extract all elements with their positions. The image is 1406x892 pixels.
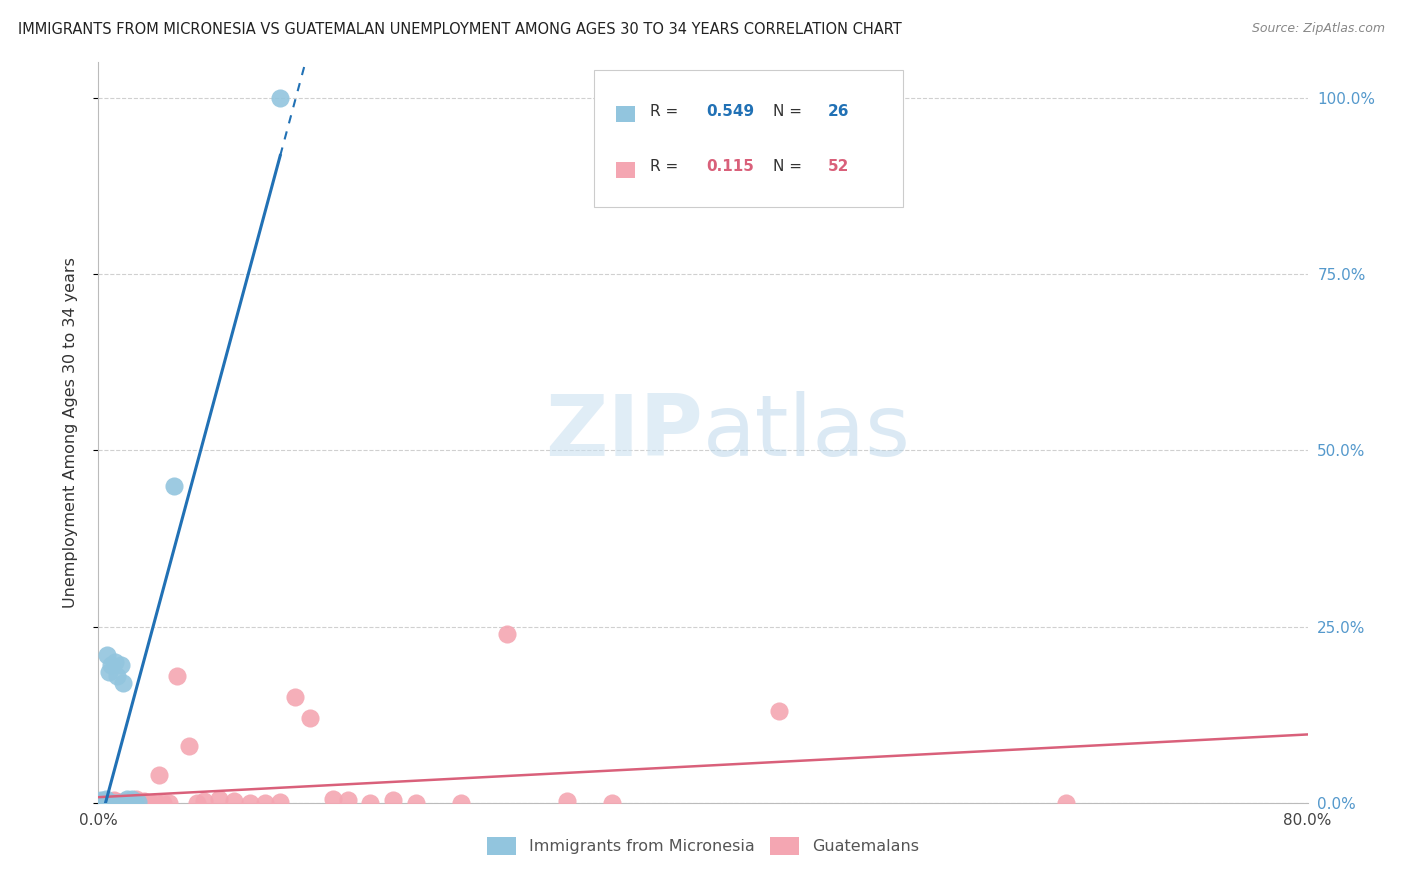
Point [93, 794, 115, 808]
Point [495, 626, 517, 640]
Point [114, 796, 136, 810]
Point [98, 796, 121, 810]
Point [101, 796, 124, 810]
Point [90, 794, 112, 808]
Point [125, 792, 148, 806]
Point [104, 655, 127, 669]
Point [224, 794, 246, 808]
Point [94, 791, 117, 805]
Point [382, 793, 405, 807]
Bar [616, 161, 634, 178]
Point [148, 767, 170, 781]
Point [768, 704, 790, 718]
Point [104, 793, 127, 807]
Point [91, 794, 114, 808]
Point [98, 665, 121, 680]
Point [94, 796, 117, 810]
Point [269, 795, 291, 809]
Point [120, 795, 142, 809]
Text: IMMIGRANTS FROM MICRONESIA VS GUATEMALAN UNEMPLOYMENT AMONG AGES 30 TO 34 YEARS : IMMIGRANTS FROM MICRONESIA VS GUATEMALAN… [18, 22, 903, 37]
Point [186, 796, 208, 810]
Text: 0.549: 0.549 [707, 103, 755, 119]
Point [269, 91, 291, 105]
Point [89, 796, 111, 810]
Point [336, 793, 359, 807]
Point [89, 796, 111, 810]
Point [127, 796, 149, 810]
Point [179, 739, 201, 754]
Point [284, 690, 307, 704]
Point [96, 796, 118, 810]
Point [108, 796, 131, 810]
Text: R =: R = [650, 160, 688, 174]
Point [108, 796, 131, 810]
Text: N =: N = [773, 103, 807, 119]
Y-axis label: Unemployment Among Ages 30 to 34 years: Unemployment Among Ages 30 to 34 years [63, 257, 77, 608]
Point [360, 796, 382, 810]
Point [166, 669, 188, 683]
Point [299, 711, 322, 725]
Bar [616, 106, 634, 122]
Point [90, 793, 112, 807]
Point [555, 794, 578, 808]
Point [91, 796, 114, 810]
Point [405, 796, 427, 810]
Point [121, 792, 143, 806]
Text: N =: N = [773, 160, 807, 174]
Text: 0.115: 0.115 [707, 160, 755, 174]
Point [145, 795, 167, 809]
Point [111, 796, 134, 810]
Point [105, 796, 128, 810]
Point [141, 796, 163, 810]
Point [253, 796, 276, 810]
Point [193, 794, 215, 808]
Point [93, 796, 115, 810]
Point [159, 796, 181, 810]
Point [96, 648, 118, 662]
Point [105, 669, 128, 683]
Point [103, 793, 125, 807]
Point [121, 796, 143, 810]
Point [110, 796, 132, 810]
Point [1054, 796, 1077, 810]
Legend: Immigrants from Micronesia, Guatemalans: Immigrants from Micronesia, Guatemalans [481, 830, 925, 862]
Text: 26: 26 [828, 103, 849, 119]
Text: R =: R = [650, 103, 683, 119]
Point [100, 796, 122, 810]
Point [100, 658, 122, 673]
Point [118, 796, 141, 810]
Text: ZIP: ZIP [546, 391, 703, 475]
Point [112, 796, 135, 810]
Point [110, 658, 132, 673]
Point [208, 792, 231, 806]
Point [132, 794, 155, 808]
Text: 52: 52 [828, 160, 849, 174]
Point [602, 796, 624, 810]
Point [124, 796, 146, 810]
Point [115, 796, 138, 810]
Point [322, 792, 344, 806]
Point [163, 478, 186, 492]
Point [103, 796, 125, 810]
Point [111, 676, 134, 690]
Point [112, 795, 135, 809]
Point [107, 796, 129, 810]
Point [107, 795, 129, 809]
Point [101, 796, 124, 810]
Point [129, 796, 152, 810]
Point [114, 796, 136, 810]
Text: Source: ZipAtlas.com: Source: ZipAtlas.com [1251, 22, 1385, 36]
Text: atlas: atlas [703, 391, 911, 475]
Point [239, 796, 262, 810]
Point [118, 794, 141, 808]
Point [115, 792, 138, 806]
FancyBboxPatch shape [595, 70, 903, 207]
Point [152, 796, 174, 810]
Point [450, 796, 472, 810]
Point [136, 796, 159, 810]
